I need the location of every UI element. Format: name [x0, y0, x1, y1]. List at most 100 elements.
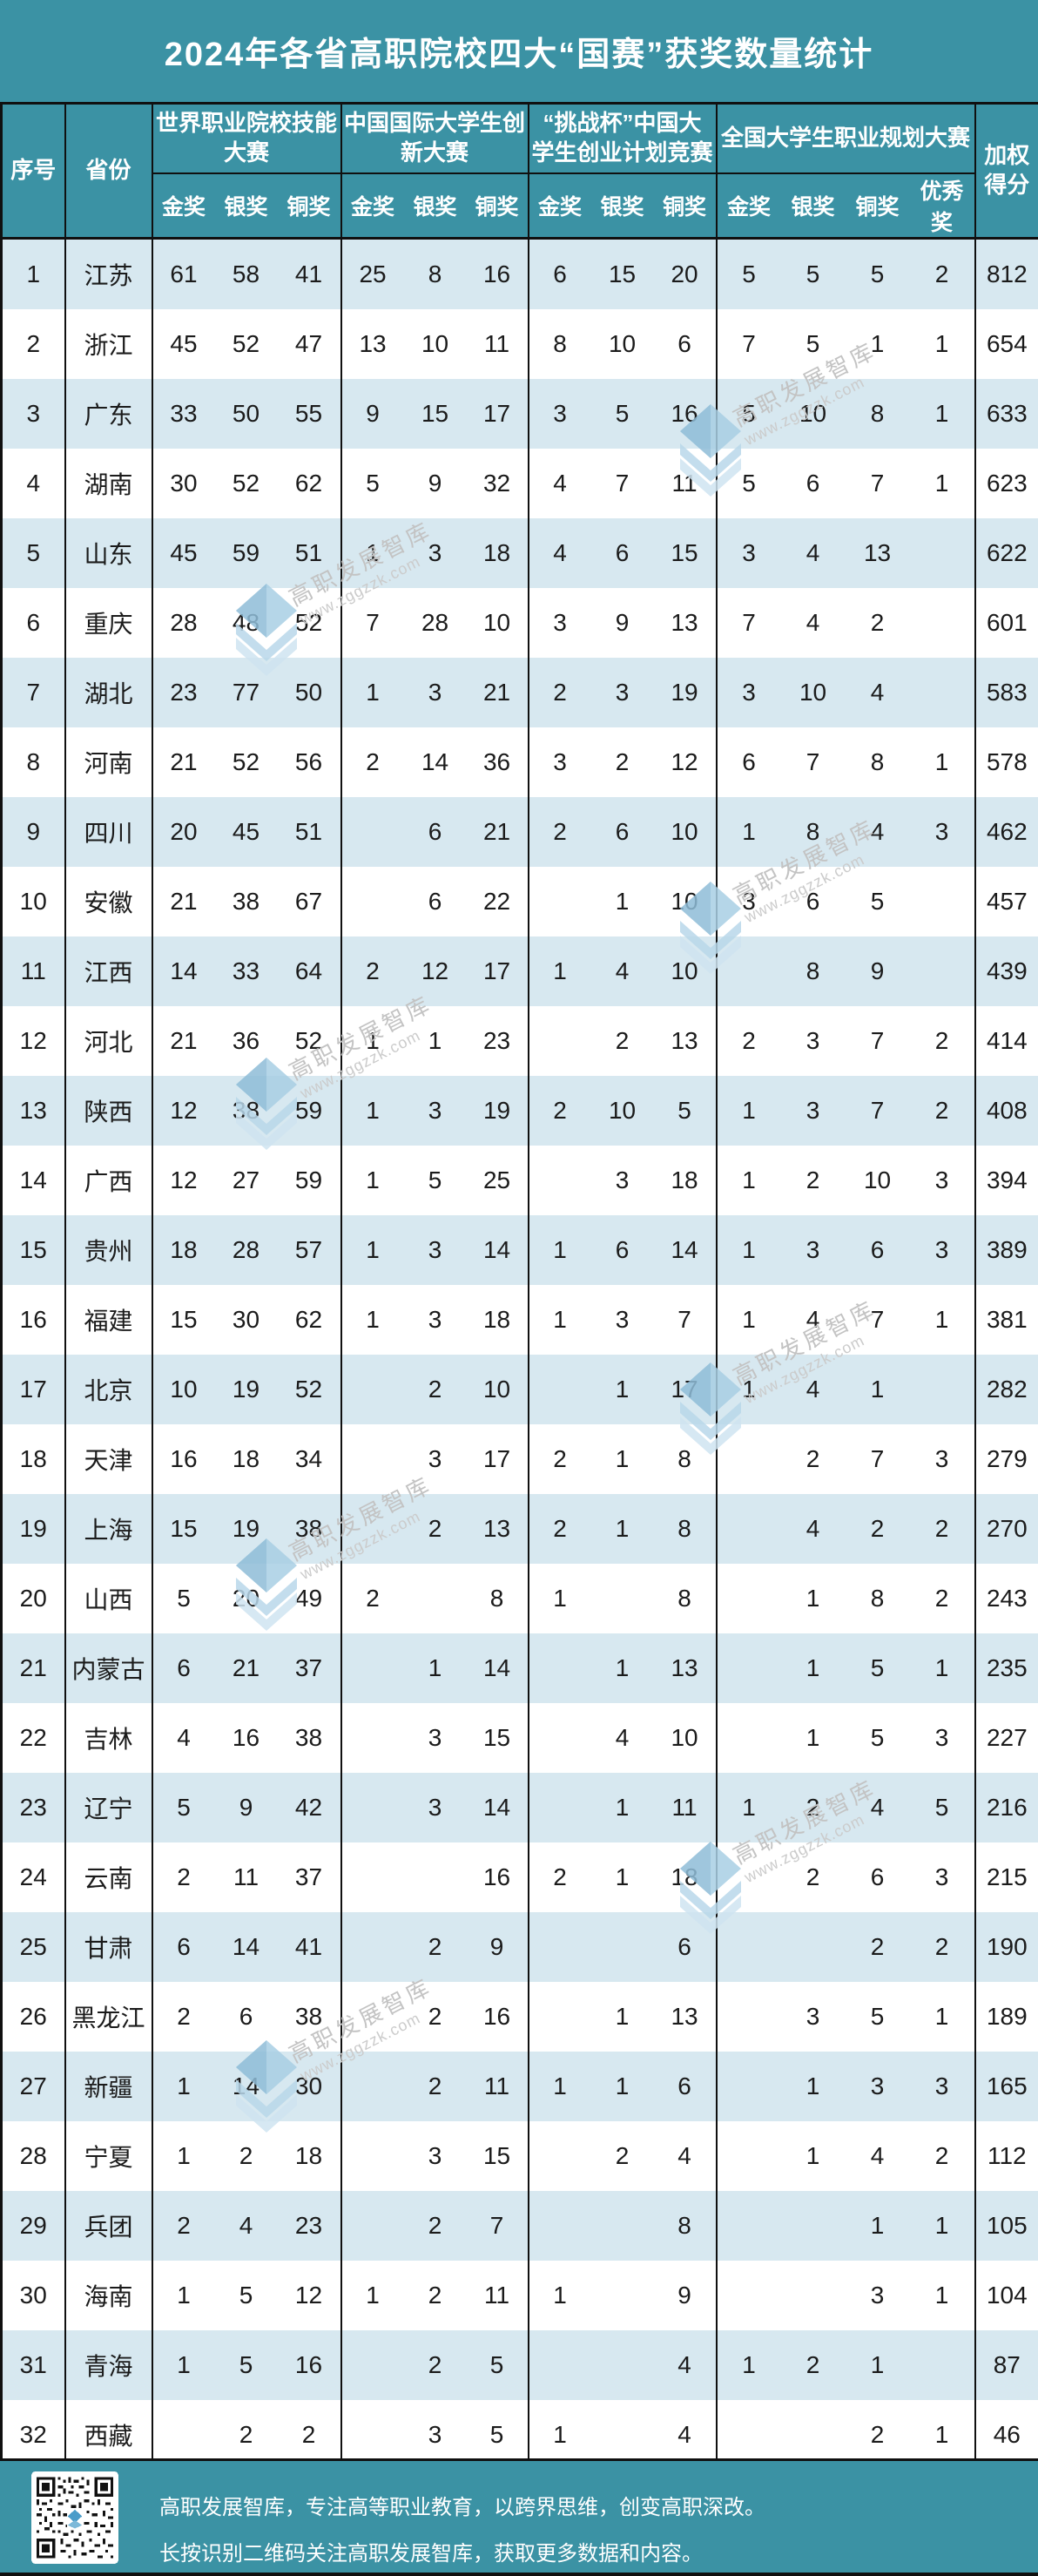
table-row: 11 江西 14 33 64 2 12 17 1 4 10 8 9 439: [1, 936, 1038, 1006]
cell-province: 重庆: [64, 588, 152, 658]
cell-cc-silver: 7: [590, 449, 654, 518]
cell-cp-silver: 3: [780, 1076, 846, 1146]
cell-cc-bronze: 19: [653, 658, 717, 727]
cell-ci-gold: [340, 1633, 404, 1703]
cell-ws-gold: 21: [151, 867, 215, 936]
cell-ws-bronze: 59: [277, 1076, 341, 1146]
cell-ws-bronze: 34: [277, 1424, 341, 1494]
cell-ws-gold: 6: [151, 1912, 215, 1982]
cell-ws-gold: 2: [151, 1982, 215, 2052]
cell-cp-excellence: 1: [909, 727, 975, 797]
cell-cp-gold: [715, 1424, 781, 1494]
cell-cp-bronze: 9: [845, 936, 910, 1006]
cell-ws-silver: 30: [214, 1285, 278, 1355]
cell-province: 兵团: [64, 2191, 152, 2261]
cell-cc-gold: [527, 1703, 591, 1773]
cell-ws-gold: 6: [151, 1633, 215, 1703]
cell-cp-silver: [780, 1912, 846, 1982]
cell-ws-gold: 18: [151, 1215, 215, 1285]
cell-cc-silver: 15: [590, 238, 654, 309]
cell-cc-gold: 2: [527, 1076, 591, 1146]
cell-score: 583: [974, 658, 1038, 727]
cell-rank: 5: [1, 518, 65, 588]
cell-ci-bronze: 14: [466, 1773, 529, 1842]
cell-ci-silver: 6: [403, 797, 467, 867]
cell-ci-gold: [340, 1912, 404, 1982]
cell-ws-gold: 1: [151, 2121, 215, 2191]
cell-province: 北京: [64, 1355, 152, 1424]
cell-ws-bronze: 18: [277, 2121, 341, 2191]
cell-score: 812: [974, 238, 1038, 309]
cell-cc-silver: 1: [590, 2052, 654, 2121]
cell-cp-bronze: 1: [845, 1355, 910, 1424]
cell-cp-silver: 5: [780, 309, 846, 379]
cell-cp-bronze: 4: [845, 797, 910, 867]
cell-ci-gold: 9: [340, 379, 404, 449]
cell-score: 104: [974, 2261, 1038, 2330]
cell-ws-gold: 1: [151, 2261, 215, 2330]
cell-cp-excellence: 2: [909, 1564, 975, 1633]
cell-ws-gold: 2: [151, 1842, 215, 1912]
cell-cc-gold: 1: [527, 936, 591, 1006]
cell-rank: 17: [1, 1355, 65, 1424]
cell-province: 天津: [64, 1424, 152, 1494]
cell-cp-excellence: 1: [909, 1982, 975, 2052]
cell-ci-silver: [403, 1564, 467, 1633]
cell-cp-silver: [780, 2261, 846, 2330]
cell-rank: 21: [1, 1633, 65, 1703]
cell-cp-gold: 7: [715, 588, 781, 658]
cell-ws-bronze: 16: [277, 2330, 341, 2400]
cell-cp-silver: 4: [780, 1494, 846, 1564]
medal-header-bronze: 铜奖: [466, 173, 529, 239]
table-row: 5 山东 45 59 51 1 3 18 4 6 15 3 4 13 622: [1, 518, 1038, 588]
cell-ci-gold: [340, 2191, 404, 2261]
cell-ws-bronze: 42: [277, 1773, 341, 1842]
cell-ws-silver: 50: [214, 379, 278, 449]
cell-cc-silver: [590, 2261, 654, 2330]
cell-ws-silver: 48: [214, 588, 278, 658]
cell-ws-bronze: 56: [277, 727, 341, 797]
cell-ws-silver: 16: [214, 1703, 278, 1773]
cell-ci-bronze: 11: [466, 2261, 529, 2330]
cell-ci-bronze: 21: [466, 658, 529, 727]
cell-score: 243: [974, 1564, 1038, 1633]
cell-ci-bronze: 21: [466, 797, 529, 867]
cell-ci-bronze: 7: [466, 2191, 529, 2261]
cell-province: 上海: [64, 1494, 152, 1564]
cell-cp-excellence: 2: [909, 1076, 975, 1146]
cell-cp-excellence: 3: [909, 2052, 975, 2121]
cell-ci-silver: 5: [403, 1146, 467, 1215]
cell-cc-bronze: 7: [653, 1285, 717, 1355]
cell-ws-silver: 59: [214, 518, 278, 588]
cell-cc-gold: 3: [527, 727, 591, 797]
cell-ws-silver: 19: [214, 1494, 278, 1564]
cell-score: 414: [974, 1006, 1038, 1076]
cell-cp-bronze: 4: [845, 1773, 910, 1842]
table-row: 15 贵州 18 28 57 1 3 14 1 6 14 1 3 6 3 389: [1, 1215, 1038, 1285]
cell-province: 浙江: [64, 309, 152, 379]
cell-cc-silver: [590, 1912, 654, 1982]
cell-ws-bronze: 38: [277, 1982, 341, 2052]
cell-ci-bronze: 10: [466, 588, 529, 658]
cell-ws-silver: 5: [214, 2330, 278, 2400]
cell-cc-silver: 5: [590, 379, 654, 449]
cell-cc-gold: 3: [527, 379, 591, 449]
cell-cp-silver: 2: [780, 2330, 846, 2400]
cell-ws-bronze: 50: [277, 658, 341, 727]
cell-cp-excellence: 3: [909, 1146, 975, 1215]
cell-rank: 11: [1, 936, 65, 1006]
cell-cp-bronze: 7: [845, 449, 910, 518]
cell-ci-bronze: 14: [466, 1215, 529, 1285]
cell-score: 462: [974, 797, 1038, 867]
cell-ci-bronze: 18: [466, 1285, 529, 1355]
cell-cp-bronze: 5: [845, 1633, 910, 1703]
cell-rank: 12: [1, 1006, 65, 1076]
table-row: 8 河南 21 52 56 2 14 36 3 2 12 6 7 8 1 578: [1, 727, 1038, 797]
cell-province: 新疆: [64, 2052, 152, 2121]
table-row: 20 山西 5 20 49 2 8 1 8 1 8 2 243: [1, 1564, 1038, 1633]
cell-cc-gold: [527, 2191, 591, 2261]
cell-cc-silver: 1: [590, 1633, 654, 1703]
cell-cp-gold: 5: [715, 449, 781, 518]
cell-ci-silver: 2: [403, 2052, 467, 2121]
